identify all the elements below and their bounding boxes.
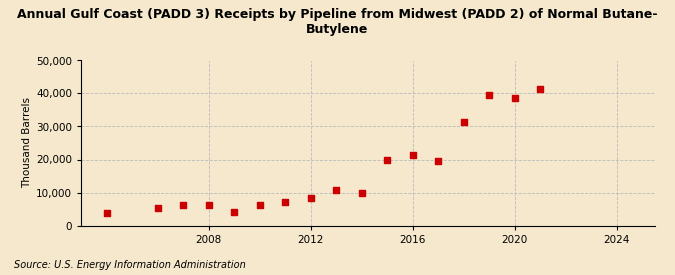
- Point: [356, 191, 367, 196]
- Point: [458, 119, 469, 124]
- Text: Annual Gulf Coast (PADD 3) Receipts by Pipeline from Midwest (PADD 2) of Normal : Annual Gulf Coast (PADD 3) Receipts by P…: [18, 8, 657, 36]
- Point: [254, 203, 265, 207]
- Point: [203, 203, 214, 208]
- Point: [152, 206, 163, 211]
- Point: [178, 202, 188, 207]
- Point: [509, 96, 520, 101]
- Point: [229, 210, 240, 214]
- Y-axis label: Thousand Barrels: Thousand Barrels: [22, 98, 32, 188]
- Point: [331, 188, 342, 192]
- Point: [101, 211, 112, 215]
- Point: [535, 86, 545, 91]
- Point: [279, 200, 290, 204]
- Text: Source: U.S. Energy Information Administration: Source: U.S. Energy Information Administ…: [14, 260, 245, 270]
- Point: [381, 157, 392, 162]
- Point: [407, 152, 418, 157]
- Point: [433, 159, 443, 163]
- Point: [305, 196, 316, 201]
- Point: [483, 93, 494, 97]
